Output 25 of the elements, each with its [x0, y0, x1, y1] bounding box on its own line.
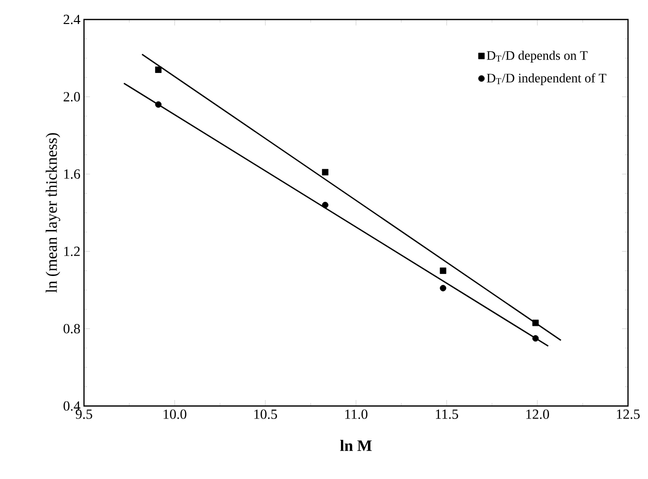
- y-tick-label: 2.4: [64, 14, 80, 24]
- y-axis-title: ln (mean layer thickness): [46, 133, 60, 293]
- y-tick-label: 0.4: [64, 401, 80, 411]
- x-tick-label: 9.5: [76, 410, 92, 419]
- y-tick-label: 1.2: [64, 246, 80, 256]
- point: [440, 268, 446, 274]
- point: [155, 101, 162, 108]
- x-tick-label: 11.0: [345, 410, 368, 419]
- point: [322, 168, 328, 176]
- point: [532, 335, 539, 342]
- x-tick-label: 10.0: [164, 410, 186, 419]
- legend-label: D$_{T}$/D depends on T: [486, 50, 588, 62]
- point: [532, 320, 539, 326]
- point: [155, 66, 162, 73]
- x-tick-label: 12.0: [526, 410, 550, 419]
- x-tick-label: 12.5: [617, 410, 640, 419]
- x-tick-label: 10.5: [254, 410, 278, 419]
- y-tick-label: 2.0: [64, 92, 80, 102]
- legend-label: D$_{T}$/D independent of T: [486, 73, 606, 86]
- x-axis-title: ln M: [340, 440, 372, 451]
- y-tick-label: 1.6: [64, 169, 80, 179]
- point: [322, 202, 328, 208]
- y-tick-label: 0.8: [64, 324, 80, 334]
- x-tick-label: 11.5: [436, 410, 458, 419]
- point: [440, 284, 446, 292]
